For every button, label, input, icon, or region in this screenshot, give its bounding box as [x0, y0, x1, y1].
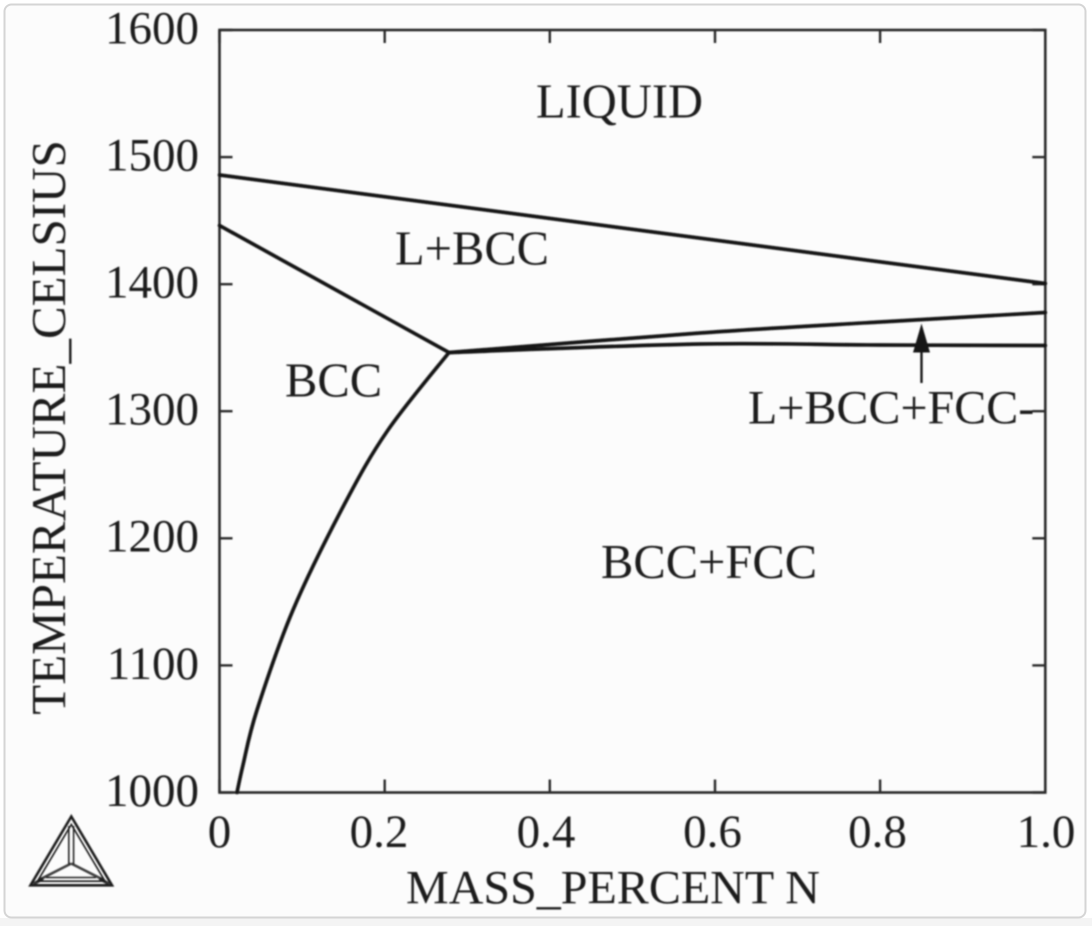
svg-text:1000: 1000	[105, 765, 199, 817]
svg-text:L+BCC: L+BCC	[395, 223, 549, 276]
svg-text:L+BCC+FCC-: L+BCC+FCC-	[748, 382, 1034, 435]
svg-text:1400: 1400	[105, 257, 199, 309]
svg-text:0: 0	[208, 806, 232, 858]
svg-text:1600: 1600	[105, 2, 199, 54]
svg-text:TEMPERATURE_CELSIUS: TEMPERATURE_CELSIUS	[21, 140, 76, 714]
svg-text:BCC: BCC	[285, 355, 382, 408]
svg-text:BCC+FCC: BCC+FCC	[601, 536, 817, 589]
svg-text:1200: 1200	[105, 511, 199, 563]
svg-text:0.8: 0.8	[848, 806, 907, 858]
svg-text:1.0: 1.0	[1017, 806, 1076, 858]
svg-text:LIQUID: LIQUID	[536, 76, 703, 129]
svg-text:0.6: 0.6	[683, 806, 742, 858]
svg-text:1100: 1100	[107, 638, 199, 690]
svg-text:1500: 1500	[105, 130, 199, 182]
svg-text:1300: 1300	[105, 384, 199, 436]
svg-text:0.4: 0.4	[517, 806, 576, 858]
svg-text:MASS_PERCENT N: MASS_PERCENT N	[406, 862, 820, 915]
svg-text:0.2: 0.2	[350, 806, 409, 858]
